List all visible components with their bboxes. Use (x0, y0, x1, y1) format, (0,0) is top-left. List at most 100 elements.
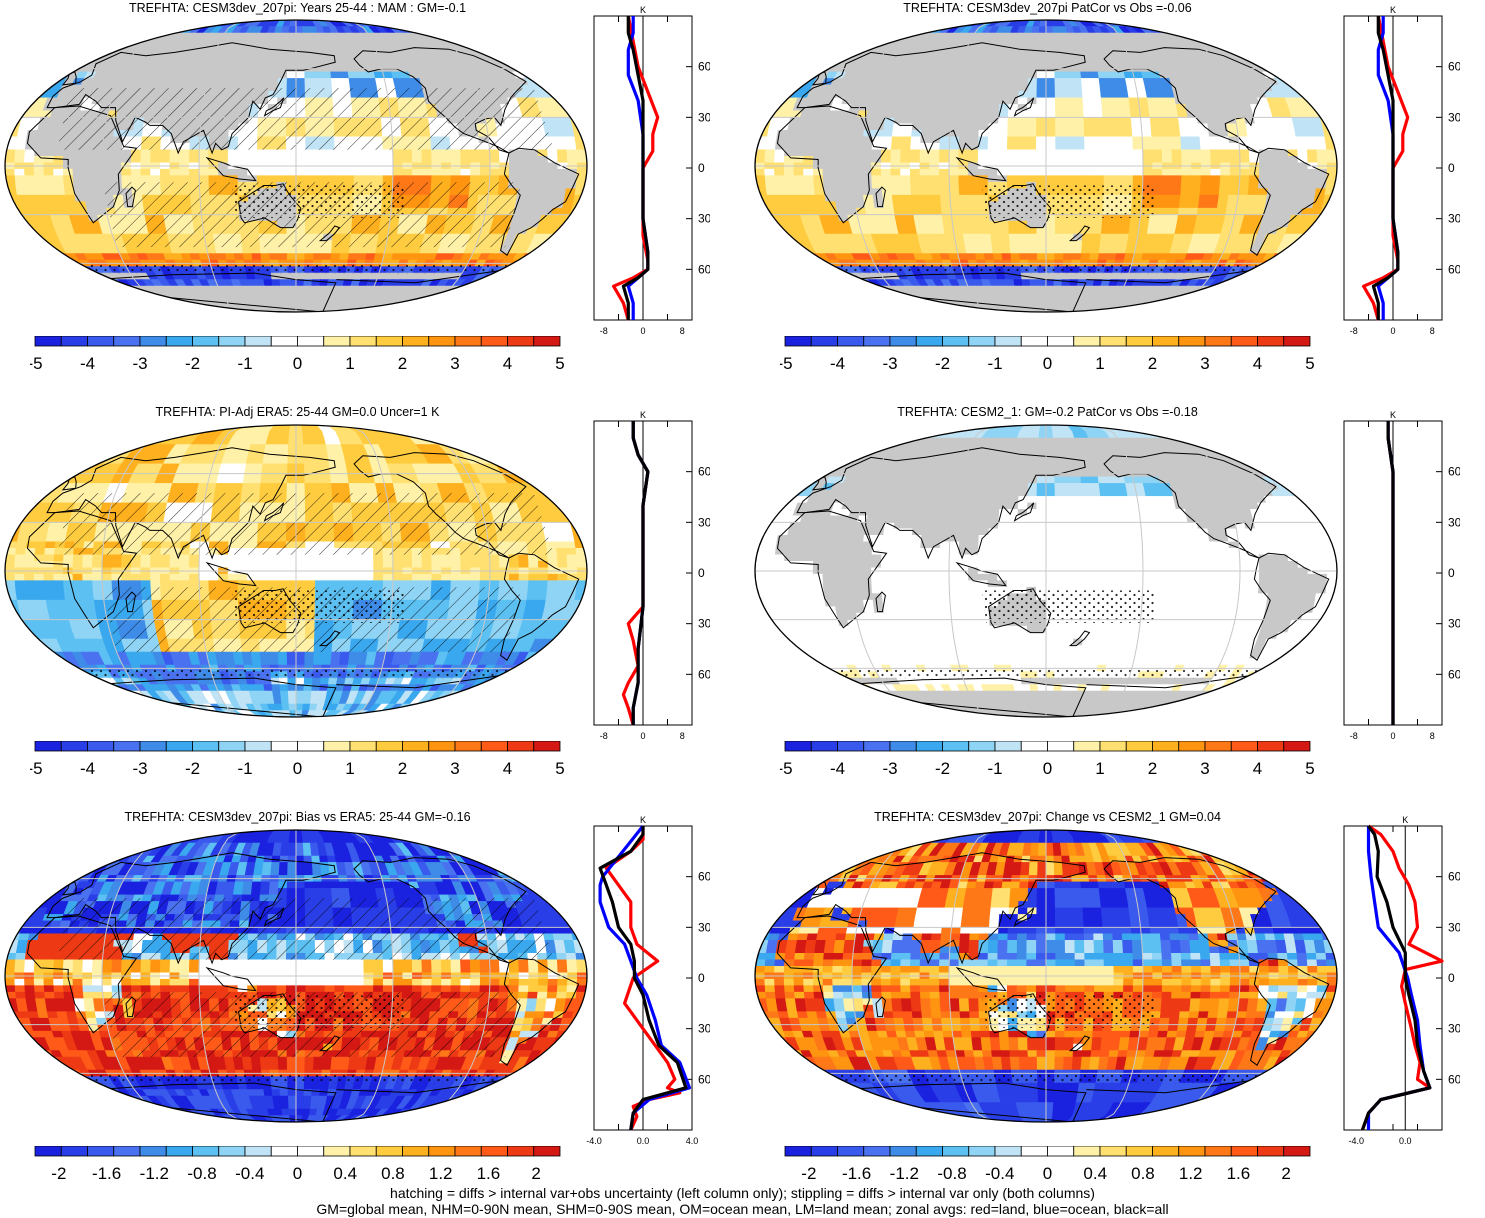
colorbar-tick-label: -1 (237, 759, 252, 778)
profile-x-tick-label: -8 (600, 326, 608, 336)
colorbar-swatch (1073, 741, 1101, 752)
colorbar-swatch (915, 741, 943, 752)
colorbar-swatch (1230, 1146, 1258, 1157)
colorbar-swatch (34, 741, 62, 752)
profile-line-all (1360, 825, 1432, 1131)
colorbar-swatch (863, 741, 891, 752)
colorbar-swatch (837, 741, 865, 752)
panel-title-4: TREFHTA: CESM2_1: GM=-0.2 PatCor vs Obs … (897, 405, 1198, 419)
profile-lat-tick-label: 60N (698, 465, 710, 479)
colorbar-swatch (1047, 1146, 1075, 1157)
colorbar-tick-label: 5 (1305, 759, 1314, 778)
colorbar-swatch (192, 336, 220, 347)
colorbar-swatch (533, 336, 561, 347)
colorbar-swatch (34, 336, 62, 347)
colorbar-swatch (375, 1146, 403, 1157)
profile-x-tick-label: -8 (600, 731, 608, 741)
profile-lat-tick-label: 30N (698, 515, 710, 529)
colorbar-swatch (87, 336, 115, 347)
profile-lat-tick-label: 30S (1448, 617, 1460, 631)
colorbar-swatch (1125, 741, 1153, 752)
colorbar-tick-label: 2 (1148, 759, 1157, 778)
colorbar-tick-label: 0.8 (381, 1164, 405, 1183)
profile-lat-tick-label: 60N (1448, 60, 1460, 74)
colorbar-tick-label: 1.2 (1179, 1164, 1203, 1183)
colorbar-tick-label: 0.8 (1131, 1164, 1155, 1183)
profile-lat-tick-label: 30S (698, 212, 710, 226)
profile-x-tick-label: 0 (640, 326, 645, 336)
colorbar-swatch (784, 1146, 812, 1157)
profile-x-tick-label: -8 (1350, 731, 1358, 741)
profile-lat-tick-label: 60N (698, 870, 710, 884)
colorbar-swatch (87, 741, 115, 752)
colorbar-tick-label: 1 (345, 759, 354, 778)
profile-lat-tick-label: 30N (698, 110, 710, 124)
colorbar-swatch (1020, 1146, 1048, 1157)
colorbar-swatch (942, 336, 970, 347)
colorbar-swatch (454, 336, 482, 347)
colorbar-4: -5 -4 -3 -2 -1 0 1 2 3 4 5 (780, 741, 1315, 778)
colorbar-tick-label: 0 (293, 759, 302, 778)
profile-lat-tick-label: 60S (1448, 667, 1460, 681)
colorbar-swatch (863, 336, 891, 347)
colorbar-swatch (428, 336, 456, 347)
colorbar-swatch (480, 741, 508, 752)
colorbar-tick-label: -3 (882, 354, 897, 373)
colorbar-swatch (244, 1146, 272, 1157)
colorbar-swatch (533, 1146, 561, 1157)
colorbar-tick-label: -1.6 (842, 1164, 871, 1183)
colorbar-tick-label: 5 (555, 354, 564, 373)
profile-x-tick-label: 0 (1390, 731, 1395, 741)
colorbar-swatch (810, 741, 838, 752)
colorbar-swatch (1152, 741, 1180, 752)
panel-title-5: TREFHTA: CESM3dev_207pi: Bias vs ERA5: 2… (124, 810, 471, 824)
colorbar-swatch (375, 336, 403, 347)
profile-x-tick-label: 0 (1390, 326, 1395, 336)
colorbar-swatch (349, 1146, 377, 1157)
colorbar-tick-label: 1.2 (429, 1164, 453, 1183)
colorbar-swatch (889, 336, 917, 347)
colorbar-tick-label: 0 (293, 1164, 302, 1183)
colorbar-tick-label: -2 (51, 1164, 66, 1183)
colorbar-swatch (1073, 1146, 1101, 1157)
colorbar-swatch (1257, 1146, 1285, 1157)
colorbar-swatch (1178, 336, 1206, 347)
profile-lat-tick-label: 60S (698, 262, 710, 276)
colorbar-swatch (428, 1146, 456, 1157)
colorbar-swatch (994, 336, 1022, 347)
colorbar-swatch (428, 741, 456, 752)
profile-x-tick-label: -4.0 (586, 1136, 602, 1146)
colorbar-swatch (994, 1146, 1022, 1157)
colorbar-tick-label: 2 (398, 354, 407, 373)
profile-lat-tick-label: 60S (1448, 1072, 1460, 1086)
zonal-profile-4: K 60N 30N 0 30S 60S -8 0 8 (1343, 410, 1460, 741)
colorbar-swatch (34, 1146, 62, 1157)
colorbar-swatch (837, 1146, 865, 1157)
colorbar-swatch (1047, 741, 1075, 752)
profile-lat-tick-label: 60N (1448, 870, 1460, 884)
colorbar-swatch (1283, 336, 1311, 347)
colorbar-swatch (270, 1146, 298, 1157)
colorbar-swatch (270, 741, 298, 752)
colorbar-6: -2 -1.6 -1.2 -0.8 -0.4 0 0.4 0.8 1.2 1.6 2 (784, 1146, 1311, 1183)
colorbar-swatch (1152, 1146, 1180, 1157)
colorbar-swatch (349, 336, 377, 347)
colorbar-tick-label: -5 (780, 759, 793, 778)
colorbar-swatch (1283, 1146, 1311, 1157)
colorbar-swatch (60, 1146, 88, 1157)
panel-title-3: TREFHTA: PI-Adj ERA5: 25-44 GM=0.0 Uncer… (155, 405, 440, 419)
profile-unit-label: K (640, 815, 646, 825)
zonal-profile-6: K 60N 30N 0 30S 60S -4.0 0.0 (1343, 815, 1460, 1146)
colorbar-tick-label: 4 (1253, 354, 1262, 373)
colorbar-swatch (837, 336, 865, 347)
colorbar-swatch (323, 336, 351, 347)
colorbar-swatch (323, 741, 351, 752)
profile-lat-tick-label: 0 (698, 161, 705, 175)
colorbar-tick-label: -0.8 (937, 1164, 966, 1183)
profile-lat-tick-label: 60N (1448, 465, 1460, 479)
footer-note-2: GM=global mean, NHM=0-90N mean, SHM=0-90… (316, 1201, 1169, 1217)
colorbar-swatch (297, 1146, 325, 1157)
colorbar-swatch (60, 741, 88, 752)
colorbar-swatch (454, 741, 482, 752)
profile-lat-tick-label: 30N (1448, 110, 1460, 124)
